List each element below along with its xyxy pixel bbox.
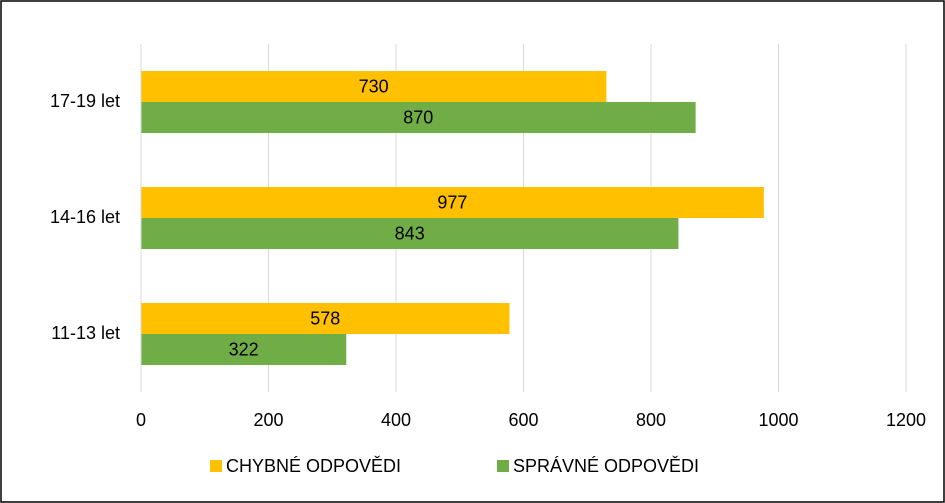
- y-tick-label: 14-16 let: [50, 207, 120, 227]
- legend-label: CHYBNÉ ODPOVĚDI: [226, 456, 401, 476]
- bar: [141, 71, 607, 102]
- bar: [141, 102, 696, 133]
- legend-swatch: [497, 460, 509, 472]
- x-tick-label: 0: [136, 410, 146, 430]
- x-tick-label: 800: [636, 410, 666, 430]
- data-label: 977: [437, 192, 467, 212]
- legend-label: SPRÁVNÉ ODPOVĚDI: [513, 456, 699, 476]
- data-label: 322: [229, 339, 259, 359]
- bar: [141, 218, 679, 249]
- data-label: 730: [359, 76, 389, 96]
- y-tick-label: 11-13 let: [51, 323, 120, 343]
- data-label: 870: [403, 107, 433, 127]
- bar: [141, 303, 510, 334]
- bar: [141, 334, 347, 365]
- bar: [141, 187, 764, 218]
- data-label: 578: [310, 308, 340, 328]
- x-tick-label: 200: [253, 410, 283, 430]
- legend-swatch: [210, 460, 222, 472]
- x-tick-label: 400: [381, 410, 411, 430]
- x-tick-label: 600: [508, 410, 538, 430]
- data-label: 843: [395, 223, 425, 243]
- y-tick-label: 17-19 let: [50, 91, 120, 111]
- x-tick-label: 1000: [758, 410, 798, 430]
- x-tick-label: 1200: [886, 410, 926, 430]
